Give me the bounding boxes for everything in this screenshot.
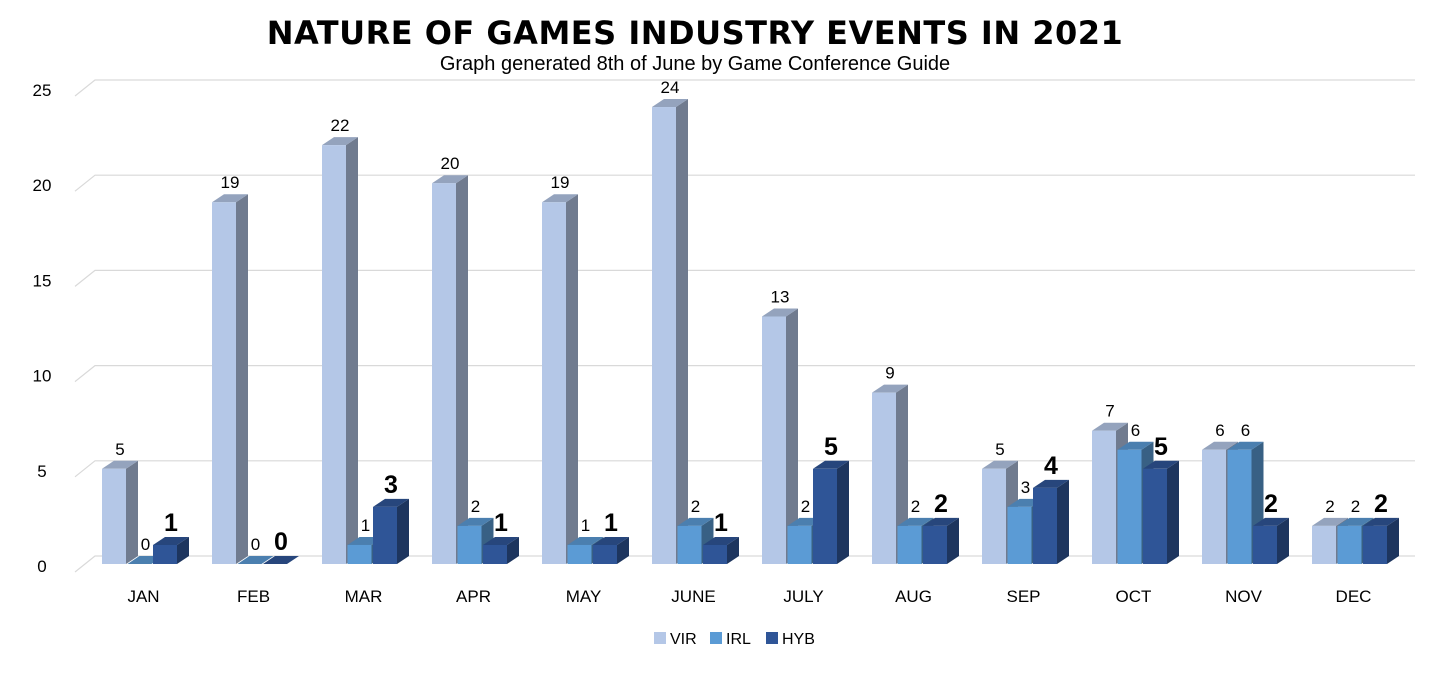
y-tick-label: 0: [37, 557, 46, 576]
legend: VIR IRL HYB: [654, 631, 815, 648]
data-label-hyb-mar: 3: [384, 471, 398, 499]
x-tick-label: OCT: [1116, 587, 1152, 606]
data-label-vir-may: 19: [551, 173, 570, 192]
data-label-vir-apr: 20: [441, 154, 460, 173]
bar-vir-jan: [102, 460, 138, 564]
x-tick-label: NOV: [1225, 587, 1263, 606]
gridline: [74, 365, 1415, 383]
bars: [102, 99, 1399, 565]
gridline: [74, 269, 1415, 287]
data-label-vir-nov: 6: [1215, 421, 1224, 440]
legend-item-vir: VIR: [654, 631, 697, 648]
data-label-vir-oct: 7: [1105, 402, 1114, 421]
bar-vir-apr: [432, 175, 468, 564]
data-label-vir-feb: 19: [221, 173, 240, 192]
y-tick-label: 15: [33, 271, 52, 290]
data-label-irl-feb: 0: [251, 535, 260, 554]
data-label-hyb-may: 1: [604, 509, 618, 537]
bar-hyb-feb: [263, 556, 299, 564]
x-tick-label: APR: [456, 587, 491, 606]
gridlines: [74, 79, 1415, 573]
data-label-vir-dec: 2: [1325, 497, 1334, 516]
x-tick-label: MAR: [345, 587, 383, 606]
bar-hyb-july: [813, 460, 849, 564]
y-tick-label: 10: [33, 367, 52, 386]
y-axis-ticks: 0 5 10 15 20 25: [33, 81, 52, 576]
data-label-hyb-oct: 5: [1154, 433, 1168, 461]
bar-hyb-may: [593, 536, 629, 564]
y-tick-label: 5: [37, 462, 46, 481]
gridline: [74, 460, 1415, 478]
data-label-vir-mar: 22: [331, 116, 350, 135]
data-label-irl-july: 2: [801, 497, 810, 516]
bar-irl-feb: [237, 556, 274, 564]
chart-title: NATURE OF GAMES INDUSTRY EVENTS IN 2021: [266, 14, 1124, 52]
data-label-irl-sep: 3: [1021, 478, 1030, 497]
x-tick-label: AUG: [895, 587, 932, 606]
chart-subtitle: Graph generated 8th of June by Game Conf…: [439, 53, 951, 75]
data-label-hyb-july: 5: [824, 433, 838, 461]
data-label-hyb-aug: 2: [934, 490, 948, 518]
bar-hyb-sep: [1033, 479, 1069, 564]
bar-hyb-june: [703, 536, 739, 564]
data-label-irl-june: 2: [691, 497, 700, 516]
data-label-hyb-nov: 2: [1264, 490, 1278, 518]
x-tick-label: MAY: [566, 587, 602, 606]
bar-hyb-aug: [923, 517, 959, 564]
legend-label: IRL: [726, 631, 751, 648]
y-tick-label: 20: [33, 176, 52, 195]
bar-hyb-apr: [483, 536, 519, 564]
data-label-hyb-apr: 1: [494, 509, 508, 537]
x-axis-ticks: JAN FEB MAR APR MAY JUNE JULY AUG SEP OCT NOV DEC: [127, 587, 1371, 606]
legend-swatch: [766, 632, 778, 644]
data-label-hyb-sep: 4: [1044, 452, 1058, 480]
bar-vir-july: [762, 308, 798, 564]
bar-vir-may: [542, 194, 578, 565]
data-label-hyb-dec: 2: [1374, 490, 1388, 518]
legend-label: HYB: [782, 631, 815, 648]
data-label-hyb-jan: 1: [164, 509, 178, 537]
legend-item-hyb: HYB: [766, 631, 815, 648]
data-label-vir-sep: 5: [995, 440, 1004, 459]
data-label-irl-oct: 6: [1131, 421, 1140, 440]
bar-hyb-dec: [1363, 517, 1399, 564]
data-label-irl-jan: 0: [141, 535, 150, 554]
legend-swatch: [654, 632, 666, 644]
bar-hyb-jan: [153, 536, 189, 564]
x-tick-label: JULY: [783, 587, 823, 606]
bar-vir-june: [652, 99, 688, 564]
data-label-hyb-feb: 0: [274, 528, 288, 556]
x-tick-label: JUNE: [671, 587, 715, 606]
data-label-vir-jan: 5: [115, 440, 124, 459]
data-label-vir-july: 13: [771, 287, 790, 306]
data-label-irl-mar: 1: [361, 516, 370, 535]
legend-item-irl: IRL: [710, 631, 751, 648]
data-label-irl-aug: 2: [911, 497, 920, 516]
x-tick-label: JAN: [127, 587, 159, 606]
legend-swatch: [710, 632, 722, 644]
legend-label: VIR: [670, 631, 697, 648]
gridline: [74, 555, 1415, 573]
data-label-irl-apr: 2: [471, 497, 480, 516]
data-label-irl-dec: 2: [1351, 497, 1360, 516]
x-tick-label: SEP: [1006, 587, 1040, 606]
bar-vir-mar: [322, 137, 358, 564]
gridline: [74, 79, 1415, 97]
bar-hyb-oct: [1143, 460, 1179, 564]
data-label-hyb-june: 1: [714, 509, 728, 537]
bar-vir-feb: [212, 194, 248, 565]
gridline: [74, 174, 1415, 192]
data-label-vir-june: 24: [661, 78, 680, 97]
bar-vir-aug: [872, 384, 908, 564]
data-label-irl-nov: 6: [1241, 421, 1250, 440]
bar-hyb-mar: [373, 498, 409, 564]
data-label-irl-may: 1: [581, 516, 590, 535]
y-tick-label: 25: [33, 81, 52, 100]
x-tick-label: DEC: [1336, 587, 1372, 606]
data-label-vir-aug: 9: [885, 364, 894, 383]
x-tick-label: FEB: [237, 587, 270, 606]
bar-hyb-nov: [1253, 517, 1289, 564]
